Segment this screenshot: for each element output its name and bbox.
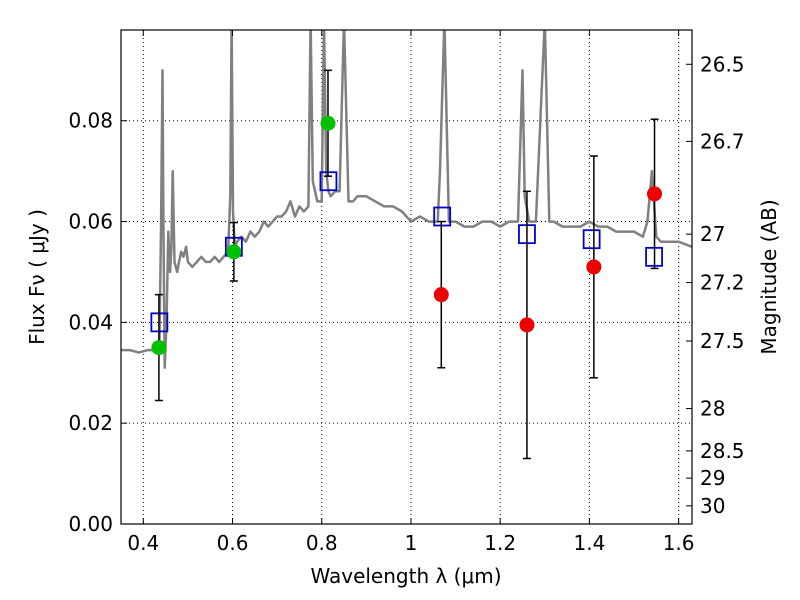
y2-tick-label: 27	[700, 222, 725, 246]
y-tick-label: 0.04	[68, 310, 113, 334]
x-tick-label: 0.8	[306, 531, 338, 555]
y2-tick-label: 26.7	[700, 129, 745, 153]
x-tick-label: 1.6	[663, 531, 695, 555]
y2-tick-label: 28.5	[700, 439, 745, 463]
observed-point	[519, 317, 535, 333]
spectrum-line	[121, 30, 692, 369]
y2-tick-label: 27.5	[700, 329, 745, 353]
y-tick-label: 0.06	[68, 210, 113, 234]
y2-tick-label: 30	[700, 494, 725, 518]
observed-point	[226, 244, 242, 260]
observed-point	[433, 287, 449, 303]
y2-axis-title: Magnitude (AB)	[757, 199, 781, 354]
model-square-point	[433, 206, 452, 227]
plot-frame	[120, 29, 693, 525]
y-axis-title: Flux Fν ( μJy )	[25, 209, 49, 345]
grid-lines	[121, 30, 692, 524]
x-tick-label: 0.4	[127, 531, 159, 555]
y2-tick-label: 28	[700, 397, 725, 421]
y-tick-label: 0.00	[68, 512, 113, 536]
observed-point	[586, 259, 602, 275]
y2-tick-label: 27.2	[700, 271, 745, 295]
observed-point	[320, 115, 336, 131]
x-tick-label: 1	[405, 531, 418, 555]
x-tick-label: 0.6	[217, 531, 249, 555]
error-bars	[150, 69, 663, 460]
data-layer	[121, 30, 692, 369]
y-tick-label: 0.08	[68, 109, 113, 133]
axes: 0.4 0.6 0.8 1 1.2 1.4 1.6 0.00 0.02 0.04 0.06 0.08 2…	[68, 30, 745, 555]
y-tick-label: 0.02	[68, 411, 113, 435]
model-square-point	[582, 229, 601, 250]
observed-point	[151, 340, 167, 356]
y2-tick-label: 26.5	[700, 52, 745, 76]
y2-tick-label: 29	[700, 466, 725, 490]
x-tick-label: 1.4	[573, 531, 605, 555]
x-tick-label: 1.2	[484, 531, 516, 555]
observed-point	[647, 186, 663, 202]
x-axis-title: Wavelength λ (μm)	[310, 564, 501, 588]
